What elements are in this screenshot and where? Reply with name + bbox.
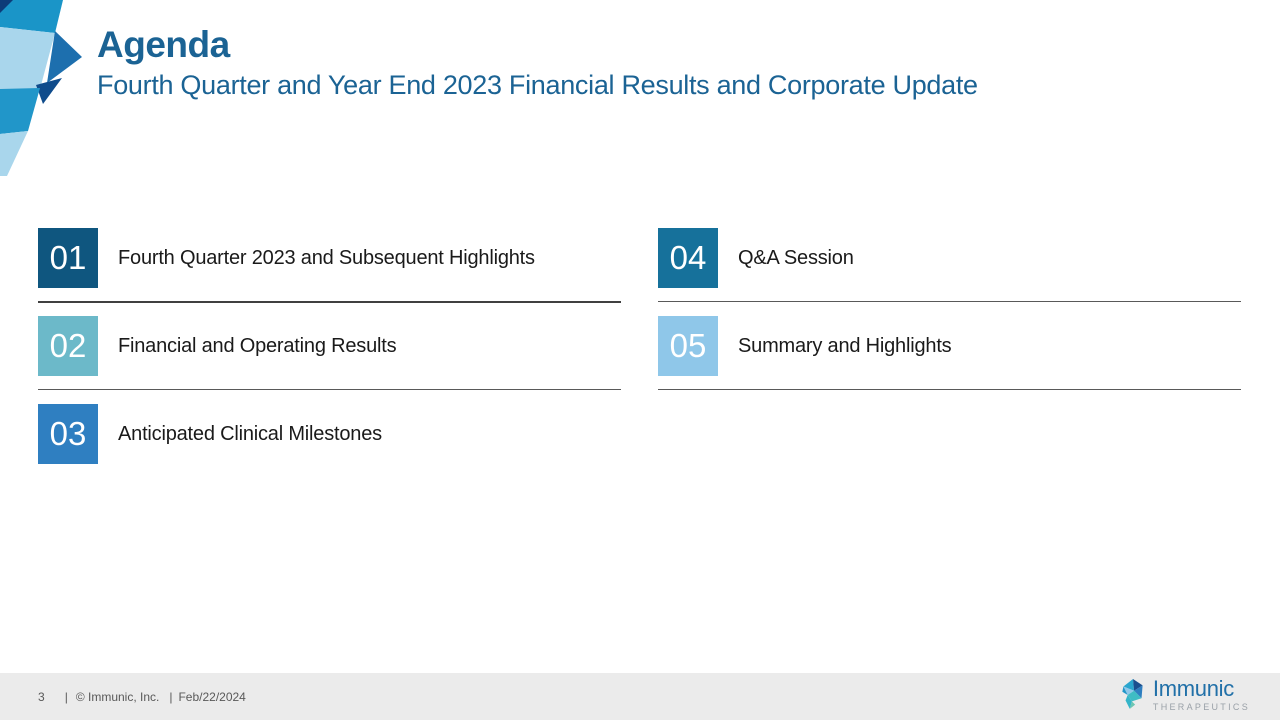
brand-tagline: THERAPEUTICS (1152, 702, 1250, 712)
agenda-item-label-2: Financial and Operating Results (118, 334, 397, 357)
footer-separator: | (169, 689, 173, 704)
agenda-number-badge-5: 05 (658, 316, 718, 376)
agenda-number-badge-2: 02 (38, 316, 98, 376)
corner-gem-decoration-icon (0, 0, 82, 176)
footer-meta: 3 | © Immunic, Inc. | Feb/22/2024 (38, 673, 246, 720)
agenda-entry-4: 04 Q&A Session (658, 228, 1241, 302)
brand-text: Immunic THERAPEUTICS (1152, 676, 1250, 713)
agenda-item-label-5: Summary and Highlights (738, 334, 952, 357)
agenda-item-label-4: Q&A Session (738, 246, 854, 269)
agenda-number-badge-3: 03 (38, 404, 98, 464)
agenda-column-right: 04 Q&A Session 05 Summary and Highlights (658, 228, 1241, 404)
agenda-item-label-3: Anticipated Clinical Milestones (118, 422, 382, 445)
agenda-number-badge-1: 01 (38, 228, 98, 288)
page-title: Agenda (97, 24, 230, 65)
page-number: 3 (38, 689, 45, 704)
copyright-text: © Immunic, Inc. (75, 689, 160, 704)
brand-name: Immunic (1152, 676, 1234, 701)
agenda-entry-1: 01 Fourth Quarter 2023 and Subsequent Hi… (38, 228, 621, 303)
footer-date: Feb/22/2024 (178, 689, 246, 704)
footer-separator: | (64, 689, 68, 704)
agenda-number-badge-4: 04 (658, 228, 718, 288)
agenda-entry-3: 03 Anticipated Clinical Milestones (38, 404, 621, 477)
agenda-entry-2: 02 Financial and Operating Results (38, 316, 621, 390)
agenda-item-label-1: Fourth Quarter 2023 and Subsequent Highl… (118, 246, 535, 269)
agenda-column-left: 01 Fourth Quarter 2023 and Subsequent Hi… (38, 228, 621, 491)
immunic-gem-icon (1122, 679, 1143, 709)
company-logo: Immunic THERAPEUTICS (1120, 678, 1250, 712)
agenda-entry-5: 05 Summary and Highlights (658, 316, 1241, 390)
page-subtitle: Fourth Quarter and Year End 2023 Financi… (97, 69, 978, 100)
slide-footer: 3 | © Immunic, Inc. | Feb/22/2024 Immuni… (0, 673, 1280, 720)
slide-header: Agenda Fourth Quarter and Year End 2023 … (97, 24, 978, 101)
